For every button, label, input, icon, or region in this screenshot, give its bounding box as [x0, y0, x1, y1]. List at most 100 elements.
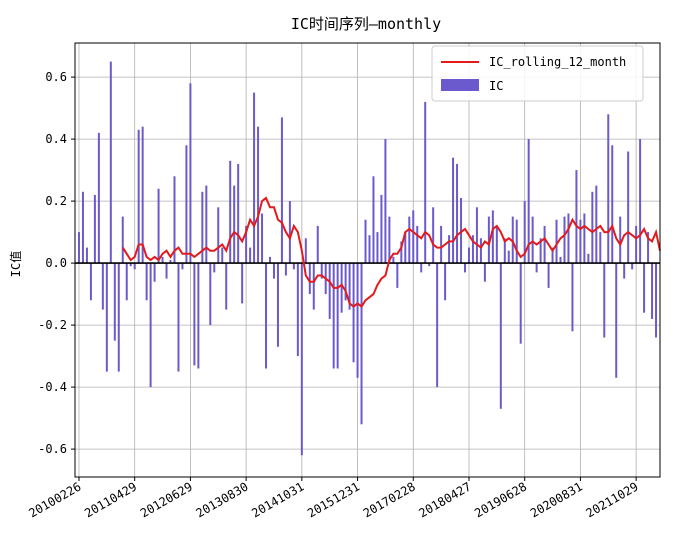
ic-bar	[471, 235, 474, 264]
ic-bar	[412, 210, 415, 264]
ic-bar	[495, 225, 498, 264]
ic-bar	[464, 263, 466, 273]
ic-bar	[467, 247, 470, 264]
ic-bar	[332, 263, 335, 369]
ic-bar	[320, 263, 323, 279]
ic-bar	[205, 185, 208, 264]
ic-bar	[416, 225, 419, 264]
legend-label-rolling: IC_rolling_12_month	[489, 55, 626, 69]
ic-bar	[257, 126, 260, 264]
ic-bar	[336, 263, 339, 369]
ic-bar	[380, 194, 383, 264]
ic-bar	[591, 191, 594, 264]
ic-bar	[479, 238, 482, 264]
ic-bar	[181, 263, 184, 270]
x-tick-label: 20120629	[138, 479, 195, 520]
ic-bar	[312, 263, 315, 310]
ic-bar	[571, 263, 574, 332]
ic-bar	[567, 213, 570, 264]
ic-bar	[535, 263, 538, 273]
ic-bar	[340, 263, 343, 313]
ic-bar	[272, 263, 275, 279]
ic-bar	[348, 263, 351, 310]
ic-bar	[436, 263, 439, 388]
ic-bar	[117, 263, 120, 372]
ic-bar	[460, 198, 463, 264]
ic-bar	[623, 263, 626, 279]
ic-bar	[392, 256, 395, 264]
ic-bar	[388, 216, 391, 264]
ic-bar	[149, 263, 152, 388]
ic-bar	[189, 83, 192, 264]
ic-bar	[356, 263, 359, 378]
ic-bar	[499, 263, 502, 409]
ic-bar	[511, 216, 514, 264]
ic-bar	[519, 263, 522, 344]
y-tick-label: 0.2	[45, 194, 67, 208]
ic-bar	[503, 238, 506, 264]
ic-rolling-line	[121, 196, 661, 308]
ic-bar	[113, 263, 116, 341]
ic-bar	[615, 263, 618, 378]
ic-bar	[217, 207, 220, 264]
ic-bar	[368, 235, 371, 264]
ic-bar	[404, 232, 407, 264]
ic-bar	[241, 263, 244, 304]
ic-bar	[627, 151, 630, 264]
ic-bar	[209, 263, 212, 326]
ic-bar	[360, 263, 363, 425]
ic-bar	[655, 263, 658, 338]
ic-bar	[77, 232, 80, 264]
plot-frame	[74, 42, 661, 478]
ic-bar	[300, 263, 303, 456]
ic-bar	[85, 247, 88, 264]
legend: IC_rolling_12_month IC	[431, 45, 644, 102]
ic-bar	[233, 185, 236, 264]
ic-bar	[225, 263, 228, 310]
ic-bar	[125, 263, 128, 301]
ic-bar	[109, 61, 112, 264]
ic-bar	[583, 213, 586, 264]
x-tick-label: 20130830	[194, 479, 251, 520]
ic-bar	[483, 263, 486, 282]
ic-bar	[308, 263, 311, 295]
ic-bar	[316, 225, 319, 264]
ic-bar	[372, 176, 375, 264]
ic-bar	[145, 263, 148, 301]
ic-bar	[420, 263, 423, 273]
ic-bar	[292, 263, 295, 270]
ic-bar	[559, 256, 562, 264]
ic-bar	[101, 263, 104, 310]
ic-bar	[296, 263, 299, 357]
ic-bar	[579, 219, 582, 264]
ic-bar	[221, 247, 224, 264]
ic-bar	[288, 201, 291, 264]
y-axis: -0.6 -0.4 -0.2 0.0 0.2 0.4 0.6	[38, 70, 75, 456]
ic-bar	[161, 256, 164, 264]
x-tick-label: 20110429	[82, 479, 139, 520]
legend-box	[431, 45, 644, 102]
ic-bar	[527, 139, 530, 264]
x-axis: 2010022620110429201206292013083020141031…	[26, 477, 641, 520]
ic-bar	[631, 263, 634, 270]
ic-bar	[249, 247, 252, 264]
chart-title: IC时间序列—monthly	[291, 15, 441, 33]
ic-bar-series	[77, 61, 658, 456]
x-tick-label: 20190628	[472, 479, 529, 520]
y-tick-label: -0.6	[38, 442, 67, 456]
ic-bar	[185, 145, 188, 264]
ic-bar	[245, 225, 248, 264]
y-axis-label: IC值	[8, 251, 23, 277]
ic-bar	[452, 157, 455, 264]
ic-bar	[611, 145, 614, 264]
ic-bar	[408, 216, 411, 264]
ic-bar	[607, 114, 610, 264]
ic-bar	[448, 235, 451, 264]
ic-bar	[276, 263, 279, 347]
x-tick-label: 20170228	[361, 479, 418, 520]
ic-bar	[157, 188, 160, 264]
ic-bar	[137, 129, 140, 264]
ic-bar	[440, 225, 443, 264]
ic-bar	[93, 194, 96, 264]
